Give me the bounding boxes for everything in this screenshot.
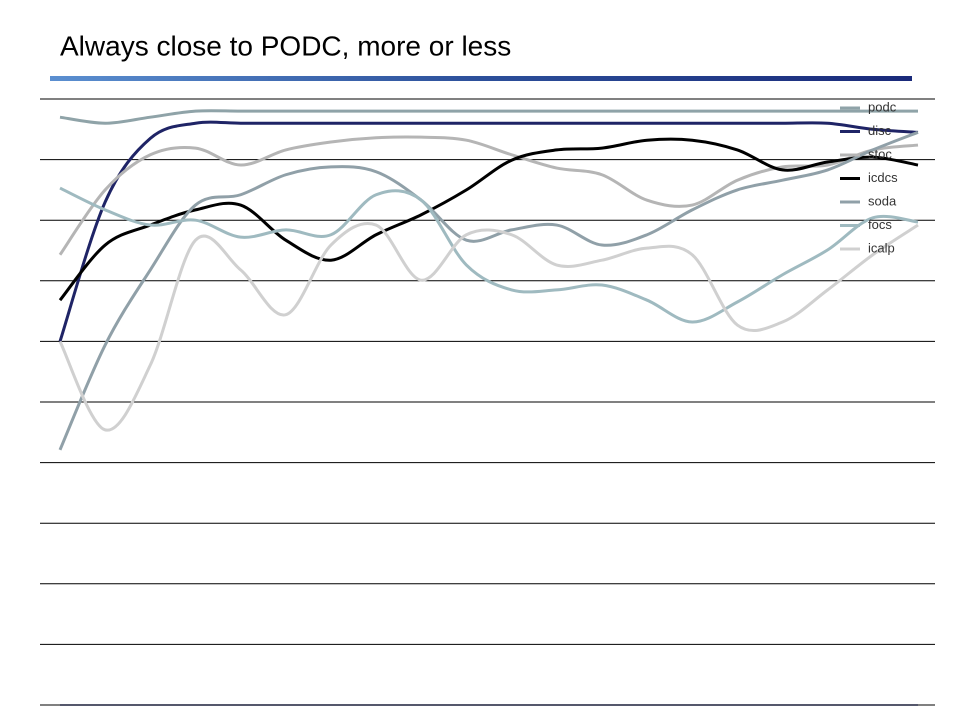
title-rule (50, 76, 912, 81)
legend-label: stoc (868, 146, 892, 161)
series-line (58, 222, 919, 432)
legend-label: podc (868, 99, 897, 114)
legend-label: soda (868, 193, 897, 208)
legend-label: icalp (868, 240, 895, 255)
chart-title: Always close to PODC, more or less (60, 30, 511, 61)
legend-label: focs (868, 217, 892, 232)
series-line (59, 109, 918, 125)
series-line (58, 120, 919, 342)
legend-label: disc (868, 123, 892, 138)
series-line (59, 186, 919, 324)
series-line (58, 137, 919, 302)
series-line (58, 130, 919, 451)
legend-label: icdcs (868, 170, 898, 185)
